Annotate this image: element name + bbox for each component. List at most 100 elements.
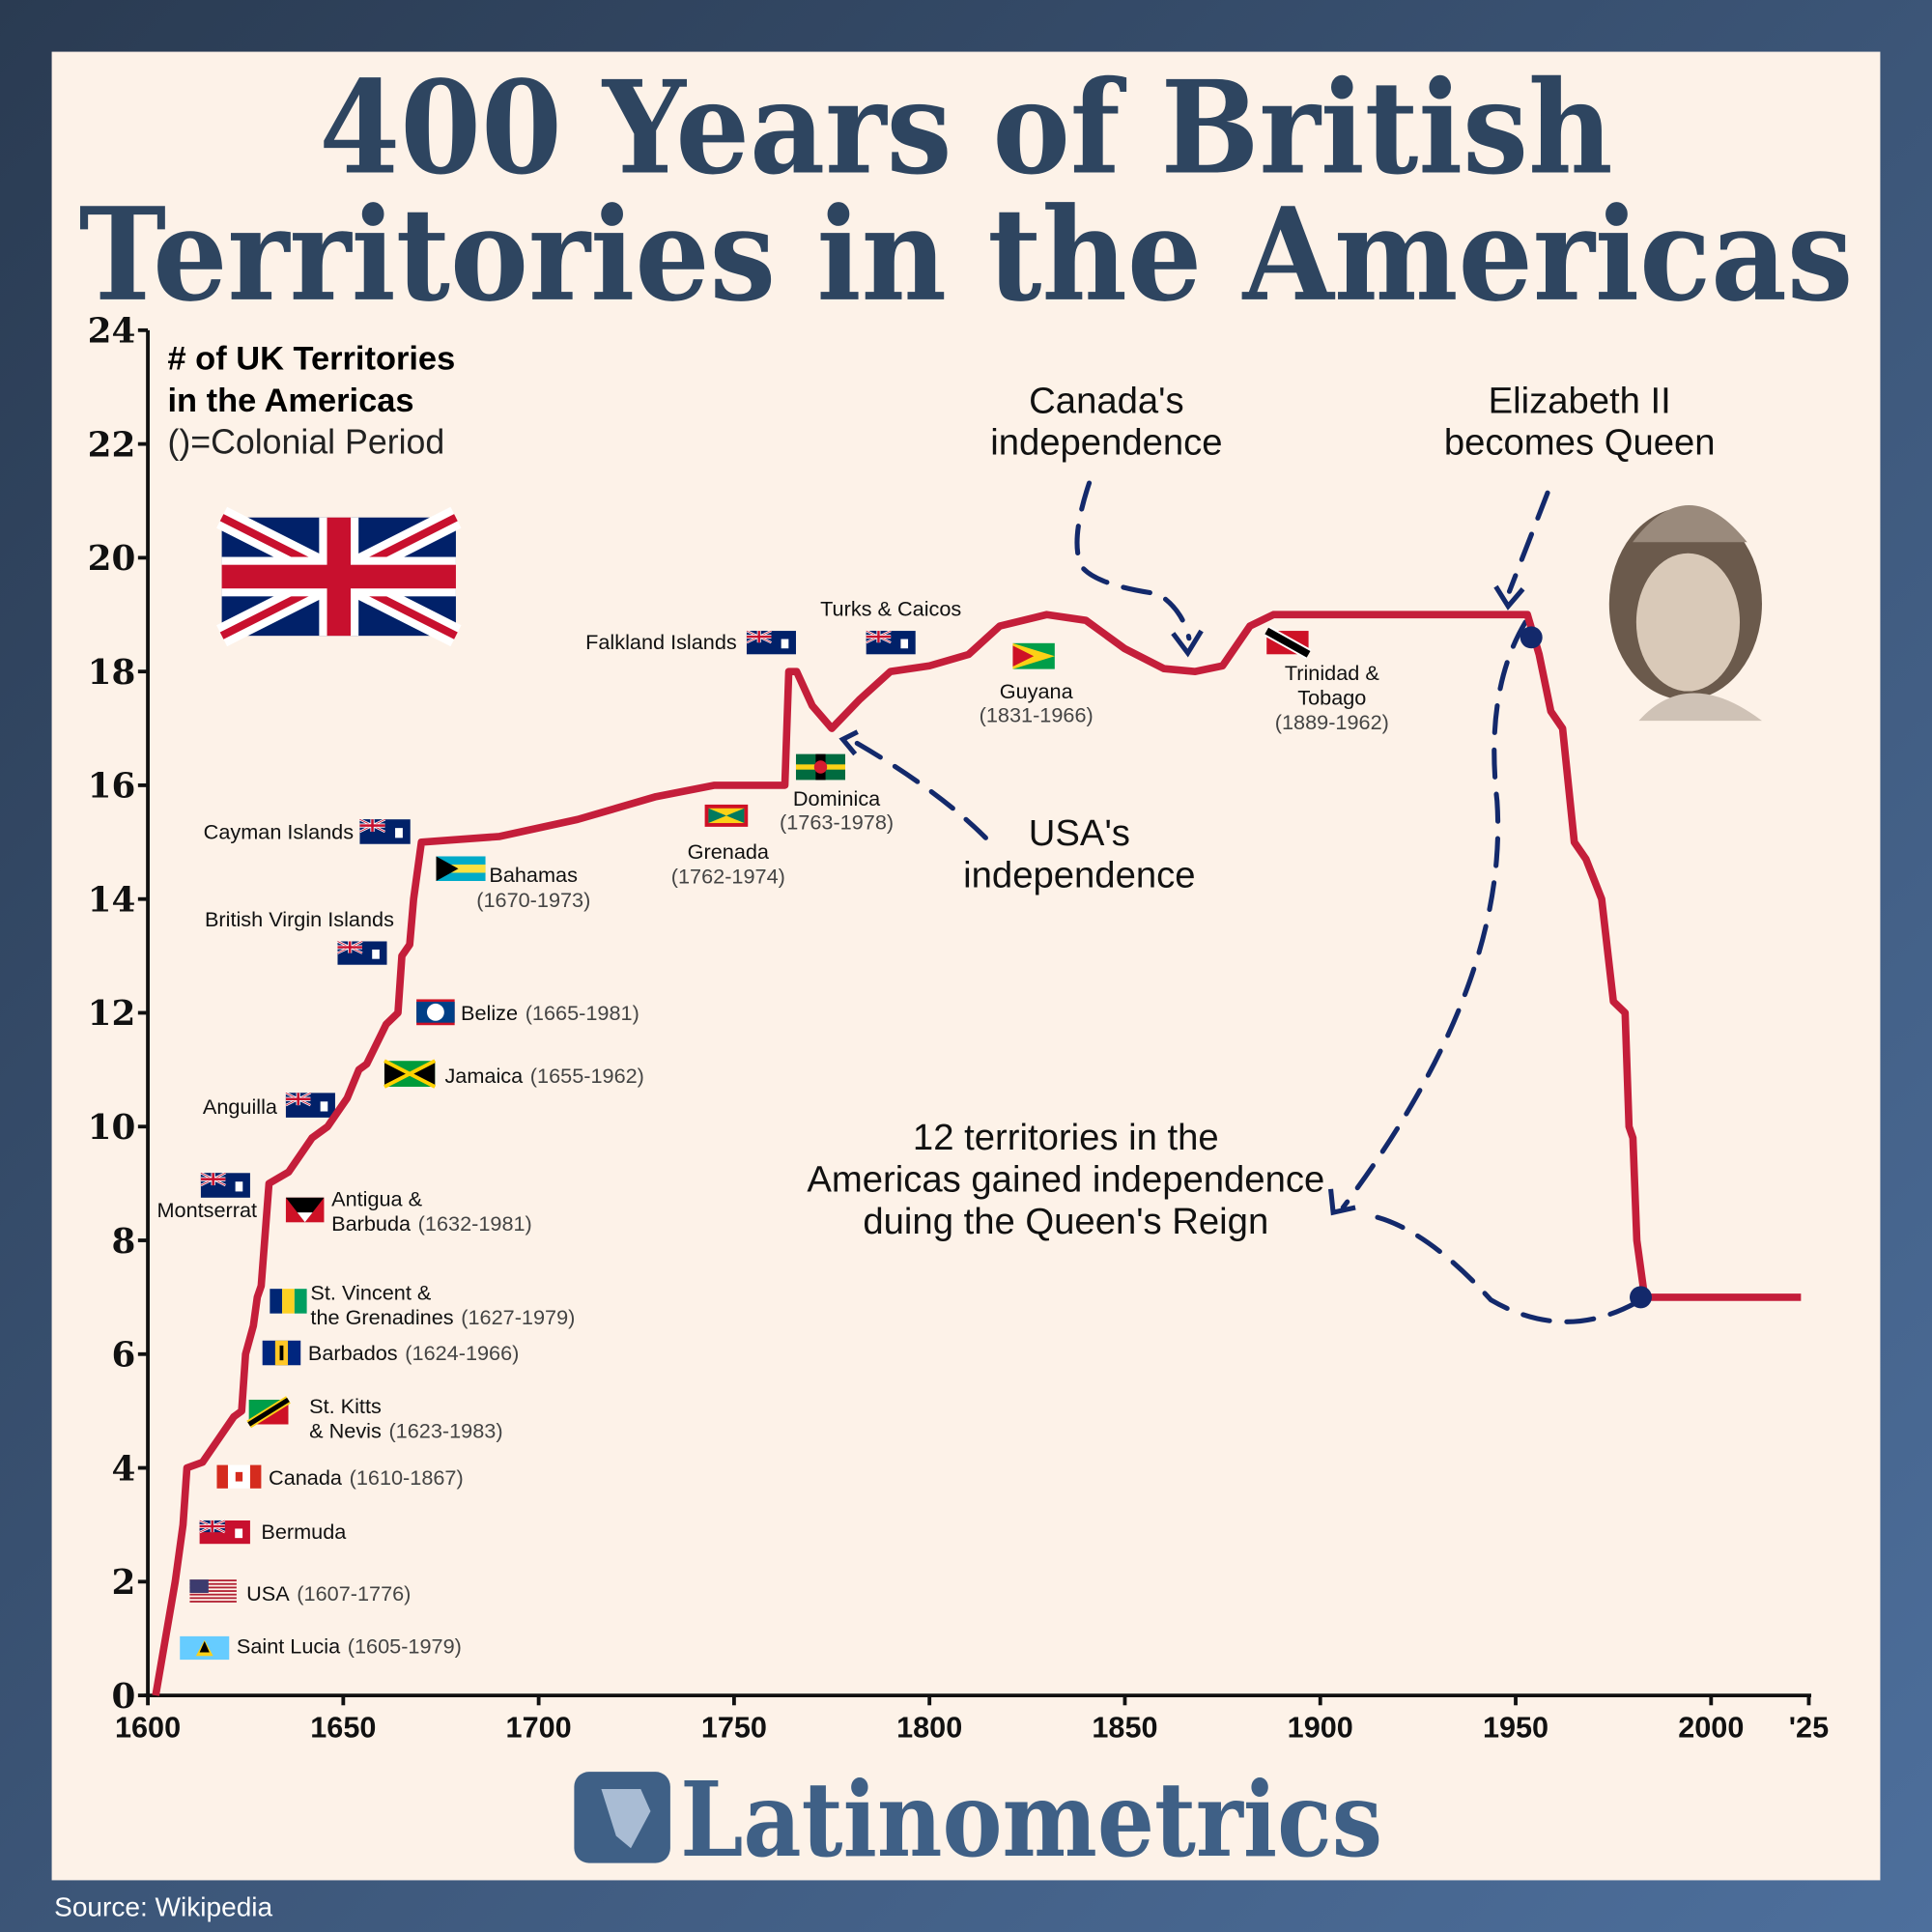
flag-part (320, 1101, 328, 1112)
territory-name: Dominica (793, 786, 881, 810)
y-tick-label: 16 (88, 766, 136, 807)
territory-period: (1670-1973) (476, 888, 590, 912)
flag-part (279, 1345, 284, 1361)
y-tick-label: 6 (111, 1335, 135, 1376)
flag-part (1012, 642, 1055, 669)
flag-part (249, 1464, 262, 1489)
territory-period: (1627-1979) (461, 1305, 575, 1329)
territory-count-line (152, 611, 1802, 1696)
y-tick-label: 14 (88, 879, 136, 920)
x-tick-label: 2000 (1678, 1711, 1744, 1744)
flag-part (725, 808, 745, 824)
x-tick-label: 1950 (1483, 1711, 1548, 1744)
flag-part (426, 1003, 444, 1021)
flag (384, 1059, 437, 1089)
x-tick-label: '25 (1789, 1711, 1829, 1744)
territory-name: Falkland Islands (585, 630, 737, 654)
y-tick-label: 4 (111, 1448, 135, 1489)
territory-name: & Nevis (309, 1419, 382, 1443)
x-tick-label: 1750 (701, 1711, 767, 1744)
x-tick-label: 1600 (115, 1711, 181, 1744)
flag-part (189, 1593, 237, 1596)
flag (1012, 642, 1055, 669)
flag-part (189, 1590, 237, 1592)
panel (51, 51, 1881, 1881)
territory-period: (1623-1983) (388, 1419, 502, 1443)
flag-part (395, 828, 403, 838)
highlight-point (1630, 1286, 1652, 1309)
annotation: Canada's (1029, 380, 1183, 421)
flag (285, 1197, 325, 1223)
y-tick-label: 12 (88, 993, 136, 1034)
flag-part (294, 1289, 307, 1314)
flag-part (247, 1397, 290, 1427)
flag-part (866, 635, 892, 639)
territory-name: USA (246, 1581, 290, 1605)
territory-name: Montserrat (156, 1198, 257, 1222)
territory-name: Barbados (308, 1341, 398, 1365)
flag-part (189, 1586, 237, 1589)
highlight-point (1520, 626, 1543, 649)
annotation: USA's (1029, 812, 1130, 854)
annotation: independence (990, 422, 1222, 464)
y-tick-label: 0 (111, 1676, 135, 1717)
territory-name: Trinidad & (1285, 661, 1380, 685)
territory-name: Barbuda (331, 1211, 412, 1236)
flag (180, 1635, 230, 1661)
flag-part (384, 1061, 411, 1087)
flag-part (337, 946, 362, 949)
flag-part (1264, 627, 1311, 658)
territory-period: (1632-1981) (418, 1211, 532, 1236)
brand-logo (574, 1772, 670, 1863)
flag-part (189, 1579, 209, 1593)
flag (270, 1289, 307, 1314)
flag-part (746, 635, 772, 639)
territory-label: the Grenadines (1627-1979) (310, 1305, 575, 1329)
flag (285, 1092, 335, 1118)
x-tick-label: 1650 (310, 1711, 376, 1744)
territory-period: (1763-1978) (780, 810, 894, 834)
flag-part (189, 1597, 237, 1600)
y-label-note: ()=Colonial Period (167, 422, 444, 461)
y-tick-label: 18 (88, 652, 136, 693)
flag-part (285, 1197, 325, 1223)
territory-period: (1665-1981) (526, 1001, 639, 1025)
territory-period: (1607-1776) (297, 1581, 411, 1605)
flag (200, 1172, 250, 1198)
territory-label: Jamaica (1655-1962) (444, 1064, 643, 1088)
flag-part (708, 808, 726, 824)
flag-part (282, 1289, 295, 1314)
flag (704, 804, 749, 827)
flag (1264, 626, 1312, 660)
flag-part (200, 1178, 226, 1180)
territory-period: (1610-1867) (350, 1465, 464, 1490)
territory-label: Belize (1665-1981) (461, 1001, 639, 1025)
territory-name: British Virgin Islands (205, 907, 394, 931)
territory-name: Bahamas (489, 863, 578, 887)
territory-name: Anguilla (203, 1094, 278, 1119)
flag (746, 629, 796, 655)
y-tick-label: 2 (111, 1562, 135, 1603)
y-tick-label: 22 (88, 424, 136, 465)
flag-part (189, 1601, 237, 1603)
territory-period: (1762-1974) (671, 865, 785, 889)
y-label: in the Americas (167, 383, 413, 419)
annotation: 12 territories in the (913, 1117, 1219, 1158)
flag (199, 1519, 250, 1545)
flag-part (235, 1528, 243, 1539)
territory-period: (1889-1962) (1275, 710, 1389, 734)
x-tick-label: 1800 (896, 1711, 962, 1744)
territory-label: Saint Lucia (1605-1979) (237, 1634, 462, 1659)
uk-flag (216, 506, 462, 647)
territory-name: Guyana (1000, 679, 1074, 703)
territory-name: Tobago (1297, 686, 1366, 710)
territory-name: Bermuda (261, 1520, 347, 1544)
flag-part (813, 760, 828, 774)
y-tick-label: 24 (88, 311, 136, 352)
flag-part (189, 1582, 237, 1585)
flag-part (1012, 645, 1035, 668)
y-tick-label: 8 (111, 1221, 135, 1262)
y-tick-label: 10 (88, 1107, 136, 1148)
source: Source: Wikipedia (54, 1891, 272, 1921)
